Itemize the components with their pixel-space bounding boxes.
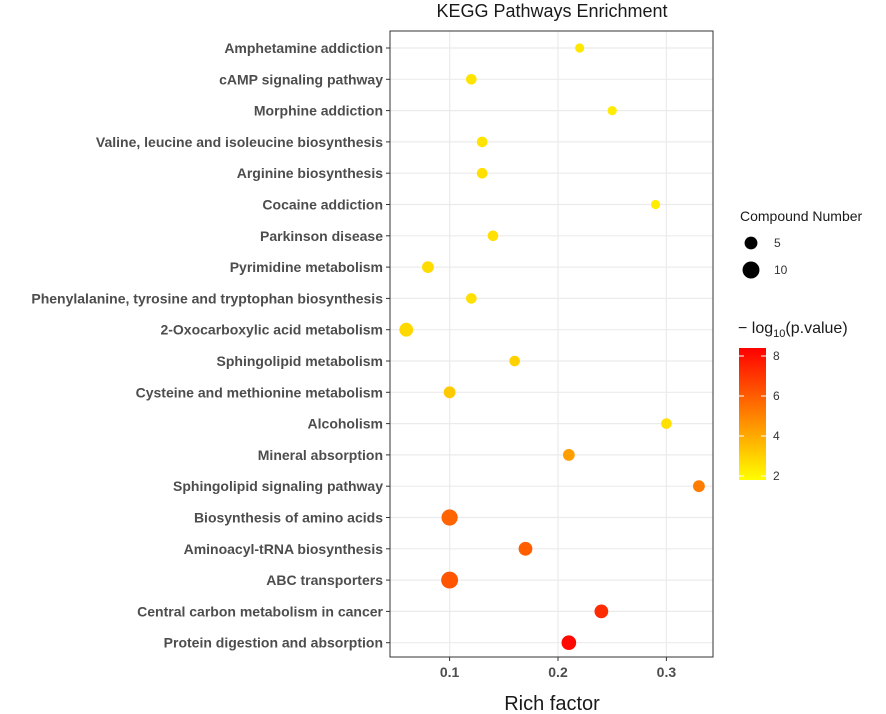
- data-point: [518, 541, 533, 556]
- y-tick-label: cAMP signaling pathway: [219, 71, 383, 87]
- data-point: [561, 635, 577, 651]
- size-legend-symbol: [742, 261, 760, 279]
- colorbar-tick-label: 8: [773, 349, 780, 363]
- y-tick-label: Cysteine and methionine metabolism: [136, 384, 383, 400]
- colorbar: [739, 348, 766, 480]
- data-point: [476, 167, 488, 179]
- data-point: [399, 322, 414, 337]
- color-legend-title: − log10(p.value): [738, 320, 848, 340]
- y-tick-label: ABC transporters: [266, 572, 383, 588]
- y-tick-label: Amphetamine addiction: [224, 40, 383, 56]
- y-tick-label: Morphine addiction: [254, 103, 383, 119]
- color-legend: − log10(p.value) 2 4 6 8: [738, 320, 848, 483]
- color-legend-title-prefix: − log: [738, 320, 773, 337]
- y-tick-label: Aminoacyl-tRNA biosynthesis: [184, 541, 384, 557]
- y-tick-label: Protein digestion and absorption: [164, 635, 383, 651]
- panel-border: [389, 30, 714, 658]
- x-tick-label: 0.1: [440, 664, 460, 680]
- data-point: [487, 230, 499, 242]
- data-point: [443, 386, 456, 399]
- size-legend-label: 10: [774, 263, 788, 277]
- size-legend-title: Compound Number: [740, 208, 863, 224]
- x-axis-label: Rich factor: [504, 693, 600, 714]
- y-tick-label: Cocaine addiction: [262, 197, 383, 213]
- color-legend-title-sub: 10: [773, 328, 785, 340]
- y-tick-label: Biosynthesis of amino acids: [194, 510, 383, 526]
- data-point: [661, 418, 672, 429]
- colorbar-tick-label: 4: [773, 429, 780, 443]
- y-tick-label: Parkinson disease: [260, 228, 383, 244]
- y-axis-labels: Amphetamine addiction cAMP signaling path…: [31, 40, 383, 651]
- y-tick-label: Sphingolipid metabolism: [217, 353, 383, 369]
- y-tick-label: Phenylalanine, tyrosine and tryptophan b…: [31, 290, 383, 306]
- x-axis: 0.1 0.2 0.3: [440, 657, 676, 680]
- data-point: [476, 136, 488, 148]
- size-legend-symbol: [744, 236, 758, 250]
- x-tick-label: 0.2: [548, 664, 568, 680]
- data-point: [441, 571, 459, 589]
- data-point: [575, 43, 585, 53]
- data-points: [399, 43, 705, 651]
- data-point: [422, 261, 434, 273]
- data-point: [509, 355, 520, 367]
- data-point: [607, 105, 617, 116]
- x-tick-label: 0.3: [657, 664, 677, 680]
- data-point: [693, 480, 705, 493]
- color-legend-title-suffix: (p.value): [785, 320, 847, 337]
- y-tick-label: Valine, leucine and isoleucine biosynthe…: [96, 134, 383, 150]
- y-tick-label: Alcoholism: [308, 416, 383, 432]
- data-point: [441, 509, 458, 526]
- grid-lines: [390, 31, 713, 657]
- data-point: [562, 449, 575, 461]
- y-tick-label: Arginine biosynthesis: [237, 165, 383, 181]
- y-tick-label: Pyrimidine metabolism: [230, 259, 383, 275]
- y-tick-label: Mineral absorption: [258, 447, 383, 463]
- data-point: [650, 199, 661, 210]
- colorbar-tick-label: 2: [773, 469, 780, 483]
- chart-title: KEGG Pathways Enrichment: [436, 1, 667, 21]
- y-axis-ticks: [386, 47, 390, 644]
- data-point: [594, 604, 609, 619]
- panel-background: [390, 31, 713, 657]
- y-tick-label: 2-Oxocarboxylic acid metabolism: [160, 322, 383, 338]
- colorbar-tick-label: 6: [773, 389, 780, 403]
- size-legend: Compound Number 5 10: [740, 208, 863, 279]
- y-tick-label: Sphingolipid signaling pathway: [173, 478, 383, 494]
- data-point: [465, 293, 477, 304]
- size-legend-label: 5: [774, 236, 781, 250]
- y-tick-label: Central carbon metabolism in cancer: [137, 603, 383, 619]
- data-point: [465, 73, 477, 85]
